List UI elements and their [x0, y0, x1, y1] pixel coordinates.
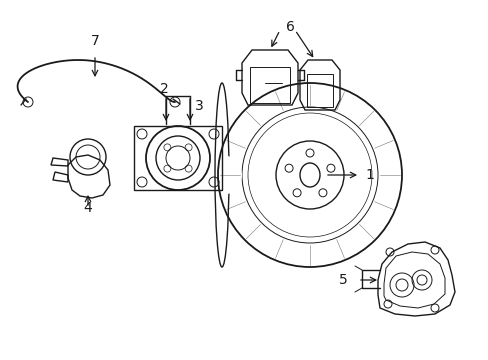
Wedge shape	[222, 155, 242, 195]
Text: 7: 7	[90, 34, 99, 48]
Text: 6: 6	[285, 20, 294, 34]
Text: 1: 1	[364, 168, 373, 182]
Text: 4: 4	[83, 201, 92, 215]
Text: 2: 2	[159, 82, 168, 96]
Text: 5: 5	[339, 273, 347, 287]
Text: 3: 3	[195, 99, 203, 113]
